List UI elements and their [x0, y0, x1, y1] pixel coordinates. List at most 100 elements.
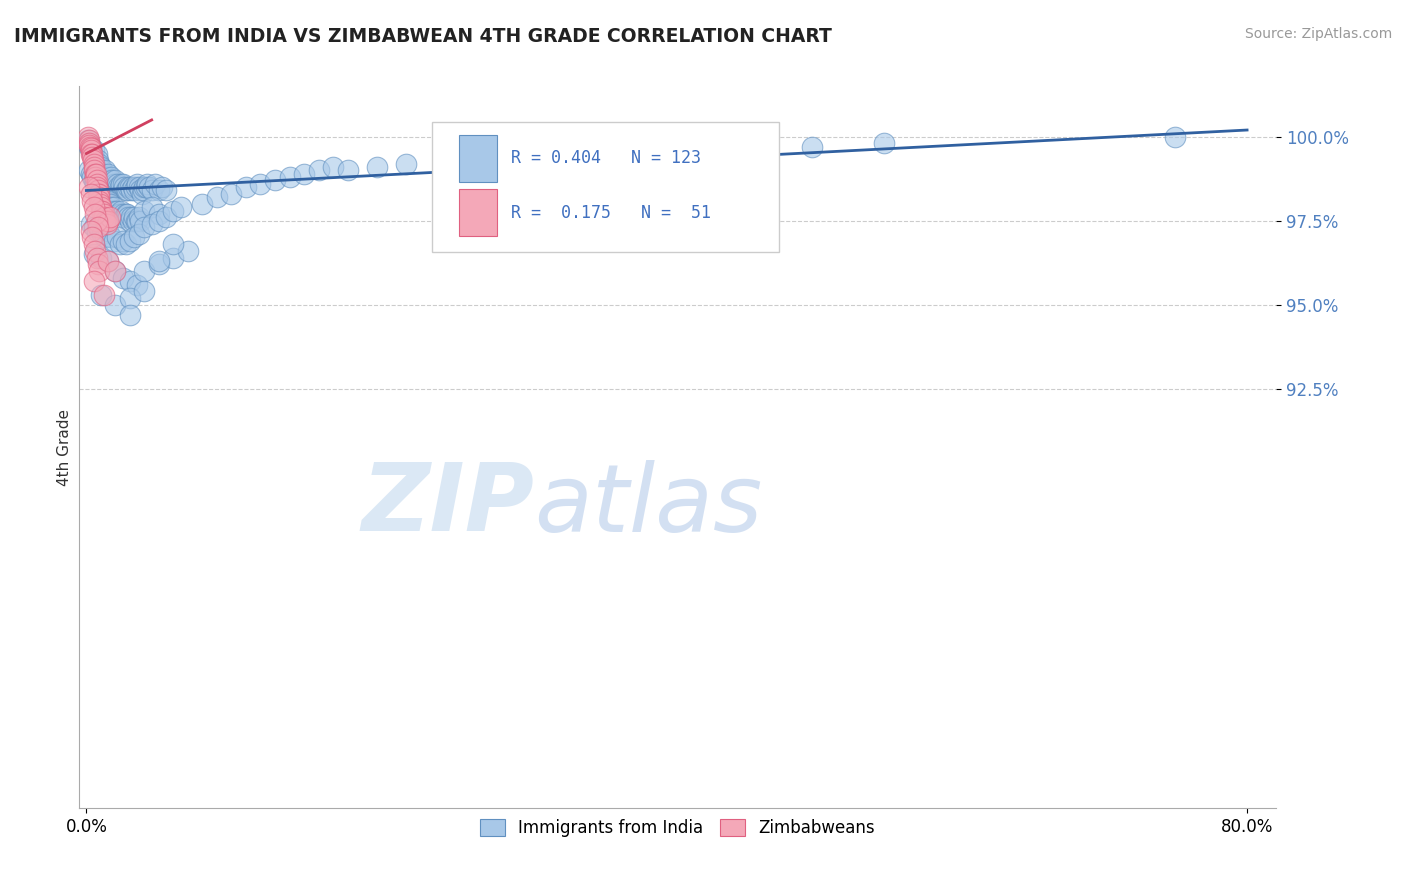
- Point: [94, 230, 117, 244]
- Point: [79, 140, 101, 154]
- Point: [111, 270, 134, 285]
- Point: [510, 150, 533, 164]
- Point: [89, 220, 111, 235]
- Point: [148, 254, 170, 268]
- Point: [117, 180, 139, 194]
- Point: [105, 203, 128, 218]
- Point: [80, 146, 103, 161]
- Point: [264, 173, 287, 187]
- Point: [100, 230, 122, 244]
- Point: [114, 207, 136, 221]
- Point: [128, 211, 150, 225]
- Point: [91, 227, 114, 241]
- Point: [89, 197, 111, 211]
- Point: [87, 257, 110, 271]
- Point: [336, 163, 359, 178]
- Point: [129, 213, 152, 227]
- Point: [84, 207, 107, 221]
- Point: [655, 146, 678, 161]
- Point: [205, 190, 228, 204]
- Point: [80, 224, 103, 238]
- Point: [131, 186, 153, 201]
- Point: [800, 140, 823, 154]
- Point: [83, 237, 105, 252]
- Point: [97, 254, 120, 268]
- Text: R = 0.404   N = 123: R = 0.404 N = 123: [512, 149, 702, 167]
- Point: [108, 237, 131, 252]
- Point: [83, 156, 105, 170]
- Point: [101, 203, 124, 218]
- Point: [132, 184, 155, 198]
- Point: [97, 213, 120, 227]
- Point: [728, 143, 751, 157]
- Legend: Immigrants from India, Zimbabweans: Immigrants from India, Zimbabweans: [474, 812, 882, 844]
- Point: [1163, 129, 1185, 144]
- Point: [155, 184, 177, 198]
- Point: [80, 140, 103, 154]
- Point: [91, 186, 114, 201]
- Point: [135, 180, 157, 194]
- Point: [84, 244, 107, 258]
- Point: [118, 291, 141, 305]
- Point: [98, 211, 121, 225]
- Text: atlas: atlas: [534, 459, 762, 550]
- Point: [86, 177, 108, 191]
- Point: [87, 186, 110, 201]
- Point: [127, 177, 149, 191]
- Point: [93, 211, 115, 225]
- Point: [84, 177, 107, 191]
- Point: [292, 167, 315, 181]
- Point: [105, 230, 128, 244]
- Point: [82, 150, 104, 164]
- Point: [84, 167, 107, 181]
- Point: [91, 163, 114, 178]
- Point: [80, 167, 103, 181]
- Point: [120, 184, 142, 198]
- Point: [104, 173, 127, 187]
- Point: [583, 146, 606, 161]
- Point: [394, 156, 416, 170]
- Point: [86, 180, 108, 194]
- Point: [134, 203, 156, 218]
- Point: [80, 143, 103, 157]
- Point: [125, 180, 148, 194]
- Point: [89, 156, 111, 170]
- Point: [155, 211, 177, 225]
- Point: [86, 213, 108, 227]
- Point: [122, 230, 145, 244]
- Point: [143, 177, 166, 191]
- Point: [104, 203, 127, 218]
- Point: [80, 143, 103, 157]
- Point: [97, 224, 120, 238]
- Point: [80, 217, 103, 231]
- Point: [97, 194, 120, 208]
- Point: [84, 153, 107, 168]
- Point: [77, 163, 100, 178]
- Point: [100, 200, 122, 214]
- Point: [148, 213, 170, 227]
- Point: [108, 180, 131, 194]
- Point: [170, 200, 193, 214]
- Point: [118, 308, 141, 322]
- Point: [90, 190, 112, 204]
- Point: [87, 184, 110, 198]
- Point: [77, 136, 100, 151]
- Point: [97, 167, 120, 181]
- Point: [107, 180, 129, 194]
- Point: [134, 180, 156, 194]
- Point: [127, 277, 149, 292]
- Point: [121, 213, 143, 227]
- Point: [100, 169, 122, 184]
- Point: [80, 186, 103, 201]
- Point: [278, 169, 301, 184]
- Point: [83, 173, 105, 187]
- Point: [141, 200, 163, 214]
- Point: [112, 211, 135, 225]
- Point: [90, 251, 112, 265]
- Point: [108, 207, 131, 221]
- Point: [104, 264, 127, 278]
- Point: [83, 220, 105, 235]
- FancyBboxPatch shape: [458, 135, 496, 182]
- Point: [134, 220, 156, 235]
- Point: [129, 184, 152, 198]
